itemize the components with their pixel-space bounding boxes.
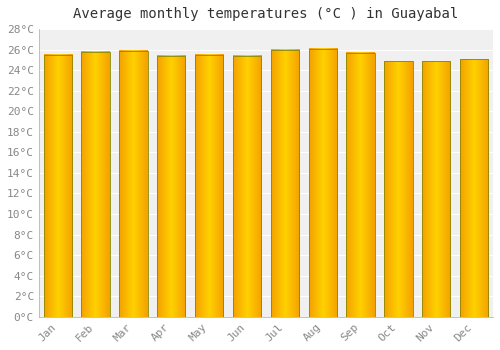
Bar [157,56,186,317]
Bar [82,52,110,317]
Title: Average monthly temperatures (°C ) in Guayabal: Average monthly temperatures (°C ) in Gu… [74,7,458,21]
Bar [346,53,375,317]
Bar [270,50,299,317]
Bar [44,55,72,317]
Bar [119,51,148,317]
Bar [233,56,261,317]
Bar [384,61,412,317]
Bar [308,49,337,317]
Bar [460,59,488,317]
Bar [422,61,450,317]
Bar [195,55,224,317]
